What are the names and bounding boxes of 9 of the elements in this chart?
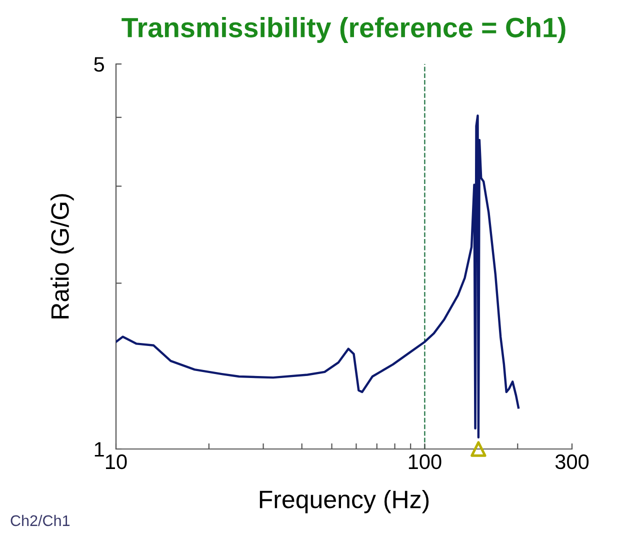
- y-tick-label: 5: [94, 57, 104, 72]
- x-tick-label: 10: [106, 454, 127, 470]
- chart-title: Transmissibility (reference = Ch1): [122, 17, 566, 43]
- text: Ch2/Ch1: [10, 514, 70, 526]
- y-tick-label: 1: [94, 442, 104, 457]
- x-axis-title: Frequency (Hz): [260, 490, 429, 514]
- x-tick-label: 100: [408, 454, 442, 470]
- y-axis-title: Ratio (G/G): [50, 194, 74, 318]
- x-tick-label: 300: [555, 454, 589, 470]
